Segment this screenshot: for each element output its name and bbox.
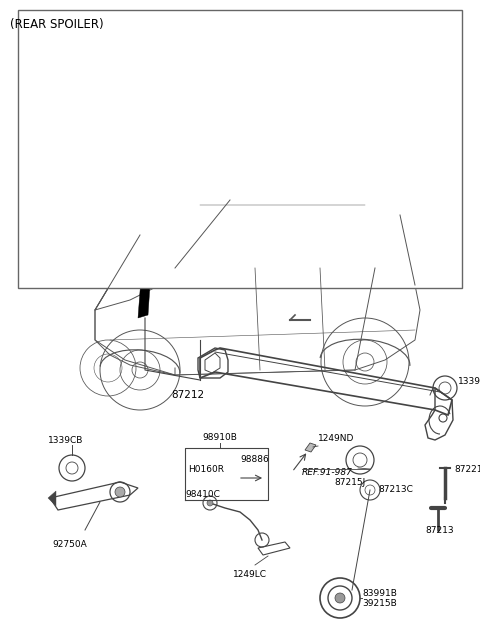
Text: 87213C: 87213C xyxy=(378,485,413,494)
Text: 83991B: 83991B xyxy=(362,590,397,598)
Text: 1249LC: 1249LC xyxy=(233,570,267,579)
Polygon shape xyxy=(138,240,153,318)
Text: 98410C: 98410C xyxy=(185,490,220,499)
Polygon shape xyxy=(305,443,316,452)
Text: (REAR SPOILER): (REAR SPOILER) xyxy=(10,18,104,31)
Circle shape xyxy=(115,487,125,497)
Text: 87212: 87212 xyxy=(171,390,204,400)
Circle shape xyxy=(335,593,345,603)
Text: 1339CB: 1339CB xyxy=(48,436,84,445)
Text: REF.91-987: REF.91-987 xyxy=(302,468,353,477)
Polygon shape xyxy=(140,233,235,253)
Text: 92750A: 92750A xyxy=(53,540,87,549)
Polygon shape xyxy=(48,491,56,506)
Bar xyxy=(18,10,462,288)
Text: 1339CC: 1339CC xyxy=(458,377,480,386)
Text: 87213: 87213 xyxy=(426,526,454,535)
Text: 1249ND: 1249ND xyxy=(318,434,354,443)
Circle shape xyxy=(207,500,213,506)
Text: 98886: 98886 xyxy=(240,455,269,464)
Text: 98910B: 98910B xyxy=(203,433,238,442)
Text: 87221: 87221 xyxy=(454,465,480,474)
Text: H0160R: H0160R xyxy=(188,465,224,474)
Text: 39215B: 39215B xyxy=(362,600,397,609)
Text: 87215J: 87215J xyxy=(335,478,366,487)
